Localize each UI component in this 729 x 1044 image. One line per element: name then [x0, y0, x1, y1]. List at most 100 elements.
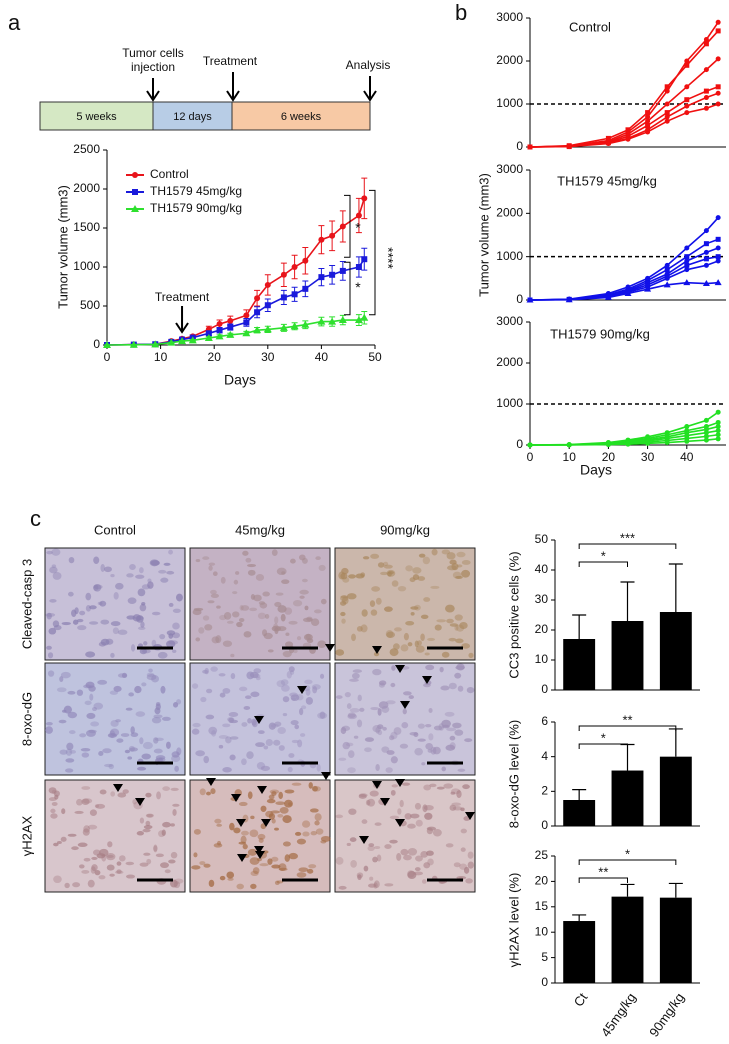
cell	[162, 821, 171, 828]
cell	[59, 676, 64, 682]
bar	[611, 621, 644, 690]
cell	[51, 564, 57, 568]
cell	[347, 712, 356, 718]
cell	[282, 815, 292, 824]
cell	[408, 695, 414, 700]
cell	[449, 804, 457, 811]
cell	[460, 828, 467, 834]
cell	[151, 675, 160, 683]
cell	[151, 716, 162, 724]
cell	[271, 856, 279, 862]
y-tick-label: 2000	[73, 181, 100, 195]
cell	[51, 801, 58, 806]
cell	[305, 633, 311, 640]
cell	[72, 619, 79, 625]
cell	[468, 652, 474, 658]
significance-bracket	[578, 743, 628, 749]
cell	[104, 763, 113, 768]
data-point	[715, 215, 721, 221]
cell	[287, 766, 293, 773]
cell	[271, 864, 281, 869]
cell	[301, 820, 311, 828]
cell	[409, 813, 420, 819]
cell	[56, 687, 67, 693]
cell	[125, 707, 133, 711]
cell	[84, 700, 92, 706]
cell	[378, 701, 389, 709]
cell	[239, 686, 248, 692]
cell	[368, 843, 375, 847]
cell	[135, 574, 145, 579]
cell	[362, 556, 370, 560]
data-point	[329, 271, 336, 278]
cell	[192, 722, 201, 728]
cell	[309, 808, 319, 813]
y-tick-label: 1000	[496, 396, 523, 410]
cell	[384, 883, 394, 887]
cell	[129, 747, 139, 752]
cell	[268, 813, 276, 820]
data-point	[684, 254, 690, 260]
cell	[449, 623, 459, 627]
cell	[372, 856, 378, 863]
tissue-image	[189, 547, 331, 661]
cell	[358, 793, 367, 799]
cell	[396, 852, 402, 861]
cell	[53, 875, 62, 884]
cell	[288, 666, 295, 673]
cell	[421, 879, 427, 884]
data-point	[254, 309, 261, 316]
cell	[467, 851, 474, 859]
data-point	[605, 141, 611, 147]
cell	[290, 558, 296, 564]
cell	[346, 593, 357, 600]
data-point	[684, 424, 690, 430]
cell	[141, 682, 147, 687]
series-line	[529, 86, 719, 148]
data-point	[264, 281, 271, 288]
cell	[241, 758, 247, 766]
cell	[461, 569, 471, 578]
significance-bracket	[578, 859, 677, 865]
cell	[423, 804, 434, 811]
cell	[71, 609, 77, 618]
cell	[407, 642, 413, 647]
cell	[200, 696, 207, 703]
arrowhead-marker	[257, 786, 267, 794]
arrowhead-marker	[237, 854, 247, 862]
cell	[45, 726, 53, 734]
cell	[202, 615, 210, 621]
cell	[277, 626, 287, 632]
cell	[284, 789, 295, 794]
cell	[298, 554, 306, 561]
cell	[296, 636, 302, 641]
cell	[251, 718, 257, 726]
cell	[202, 556, 210, 560]
cell	[274, 616, 279, 625]
significance-label: ***	[620, 530, 635, 545]
significance-bracket	[578, 877, 628, 883]
data-point	[254, 295, 261, 302]
cell	[76, 798, 83, 806]
cell	[456, 663, 465, 671]
cell	[116, 869, 122, 874]
cell	[119, 855, 126, 862]
arrowhead-marker	[380, 798, 390, 806]
cell	[280, 613, 286, 622]
y-tick-label: 4	[541, 749, 548, 763]
cell	[247, 718, 252, 724]
cell	[397, 808, 402, 815]
cell	[49, 599, 57, 603]
column-label: 90mg/kg	[380, 522, 430, 537]
data-point	[527, 144, 533, 150]
cell	[74, 810, 84, 814]
cell	[341, 725, 351, 731]
cell	[400, 848, 409, 856]
cell	[100, 563, 105, 572]
cell	[195, 637, 201, 642]
data-point	[715, 19, 721, 25]
cell	[108, 763, 115, 770]
data-point	[715, 409, 721, 415]
cell	[377, 562, 385, 568]
cell	[229, 719, 239, 724]
